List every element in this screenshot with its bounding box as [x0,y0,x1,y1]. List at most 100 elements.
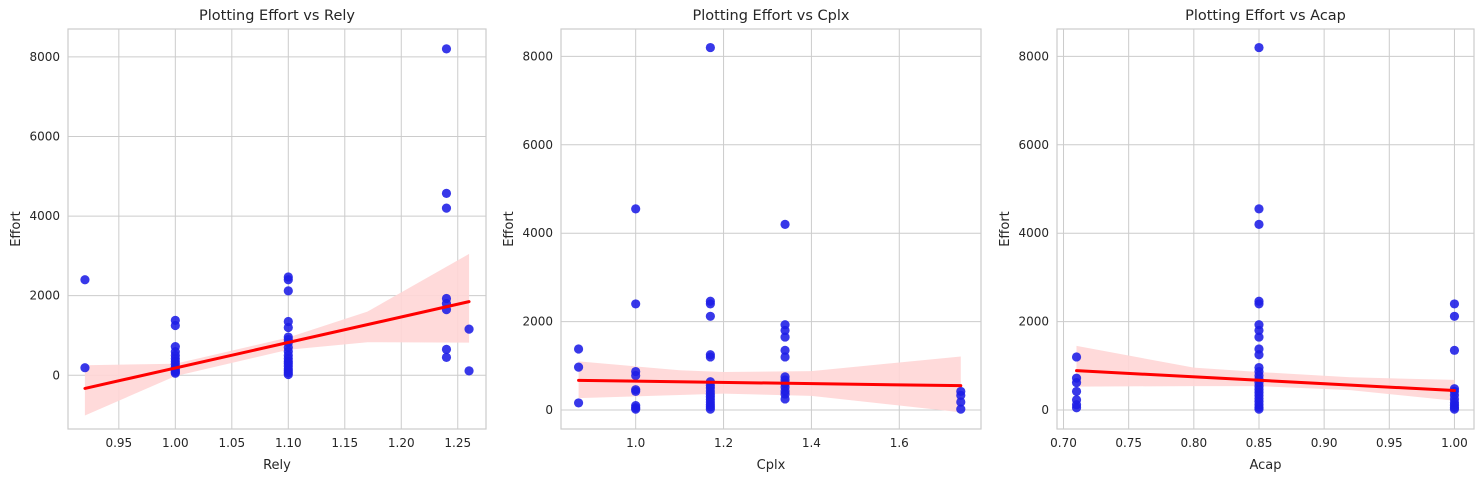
x-tick-label: 1.0 [626,436,645,450]
data-point [1254,350,1264,360]
x-tick-label: 1.2 [714,436,733,450]
x-tick-label: 1.00 [1441,436,1468,450]
data-point [631,299,641,309]
chart-title: Plotting Effort vs Rely [199,8,355,24]
data-point [1071,386,1082,397]
data-point [705,311,715,321]
y-tick-label: 6000 [29,129,60,143]
x-tick-label: 1.6 [890,436,909,450]
data-point [956,397,966,407]
data-point [705,352,715,362]
subplot-2: 1.0 1.2 1.4 1.6 0 2000 4000 6000 8000 Plotting Ef… [502,8,982,473]
data-point [1254,332,1264,342]
x-tick-label: 0.95 [105,436,132,450]
x-tick-label: 0.90 [1311,436,1338,450]
data-point [283,275,293,285]
x-axis-label: Rely [263,458,291,473]
plot-content [573,42,966,414]
data-point [1254,404,1264,414]
x-tick-label: 0.85 [1246,436,1273,450]
y-tick-label: 6000 [522,138,553,152]
data-point [705,299,715,309]
data-point [1449,345,1460,355]
data-point [705,42,715,53]
data-point [780,345,790,355]
y-axis-label: Effort [998,211,1013,247]
y-tick-label: 2000 [522,315,553,329]
regression-line [83,300,471,390]
data-point [1071,403,1082,413]
y-tick-label: 2000 [29,289,60,303]
x-axis-label: Acap [1249,458,1281,473]
y-tick-label: 8000 [29,50,60,64]
plot-area [68,29,486,429]
data-point [80,363,90,373]
subplot-1: 0.95 1.00 1.05 1.10 1.15 1.20 1.25 0 2000 4000 600… [9,8,487,473]
data-point [1071,352,1082,362]
data-point [283,369,293,380]
y-tick-label: 8000 [522,49,553,63]
axes-frame [1056,28,1475,430]
data-point [705,404,715,414]
y-axis-label: Effort [502,211,517,247]
data-point [1449,404,1460,414]
data-point [956,390,966,401]
x-tick-label: 1.05 [218,436,245,450]
y-tick-label: 0 [52,368,60,382]
data-point [631,370,641,381]
subplot-3: 0.70 0.75 0.80 0.85 0.90 0.95 1.00 0 2000 4000 600… [998,8,1475,473]
data-point [441,344,452,354]
data-point [631,404,641,414]
y-tick-label: 6000 [1018,138,1049,152]
x-tick-label: 0.75 [1115,436,1142,450]
data-point [283,322,293,333]
data-point [1254,219,1264,229]
data-point [956,404,966,414]
x-tick-label: 1.25 [444,436,471,450]
y-tick-label: 0 [1041,403,1049,417]
data-point [441,188,452,198]
data-point [573,362,584,372]
data-point [1449,299,1460,309]
data-point [780,394,790,404]
x-tick-label: 1.00 [162,436,189,450]
data-point [441,352,452,362]
axes-frame [67,28,487,430]
x-tick-label: 1.4 [802,436,821,450]
x-tick-label: 0.70 [1050,436,1077,450]
confidence-band [84,253,470,416]
regression-line [577,378,963,388]
chart-title: Plotting Effort vs Cplx [692,8,849,24]
x-tick-label: 1.20 [388,436,415,450]
data-point [464,366,474,376]
data-point [573,398,584,408]
data-point [780,352,790,362]
plot-content [1071,42,1460,414]
data-point [1254,325,1264,336]
data-point [631,204,641,214]
y-tick-label: 4000 [1018,226,1049,240]
data-point [780,219,790,229]
y-axis-label: Effort [9,211,24,247]
data-point [441,203,452,213]
x-tick-label: 1.15 [331,436,358,450]
data-point [1254,299,1264,309]
y-tick-label: 4000 [522,226,553,240]
data-point [170,368,180,378]
y-tick-label: 4000 [29,209,60,223]
y-tick-label: 2000 [1018,315,1049,329]
x-tick-label: 0.80 [1180,436,1207,450]
x-tick-label: 1.10 [275,436,302,450]
data-point [170,320,180,331]
data-point [573,344,584,354]
data-point [283,286,293,296]
data-point [1071,377,1082,388]
data-point [441,44,452,54]
x-axis-label: Cplx [757,458,786,473]
data-point [780,332,790,342]
y-tick-label: 8000 [1018,49,1049,63]
data-point [631,386,641,397]
plot-content [80,44,474,416]
data-point [1449,311,1460,321]
